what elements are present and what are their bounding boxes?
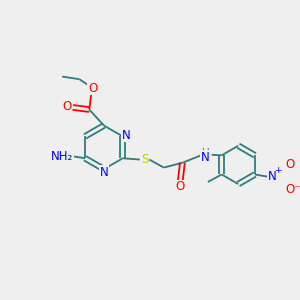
- Text: O⁻: O⁻: [286, 183, 300, 196]
- Text: N: N: [268, 170, 277, 183]
- Text: S: S: [141, 153, 148, 166]
- Text: O: O: [176, 180, 185, 193]
- Text: NH₂: NH₂: [51, 150, 74, 163]
- Text: O: O: [62, 100, 71, 113]
- Text: N: N: [122, 129, 130, 142]
- Text: O: O: [285, 158, 295, 171]
- Text: N: N: [201, 151, 210, 164]
- Text: H: H: [202, 148, 209, 158]
- Text: N: N: [100, 166, 108, 179]
- Text: O: O: [88, 82, 97, 95]
- Text: +: +: [274, 166, 281, 175]
